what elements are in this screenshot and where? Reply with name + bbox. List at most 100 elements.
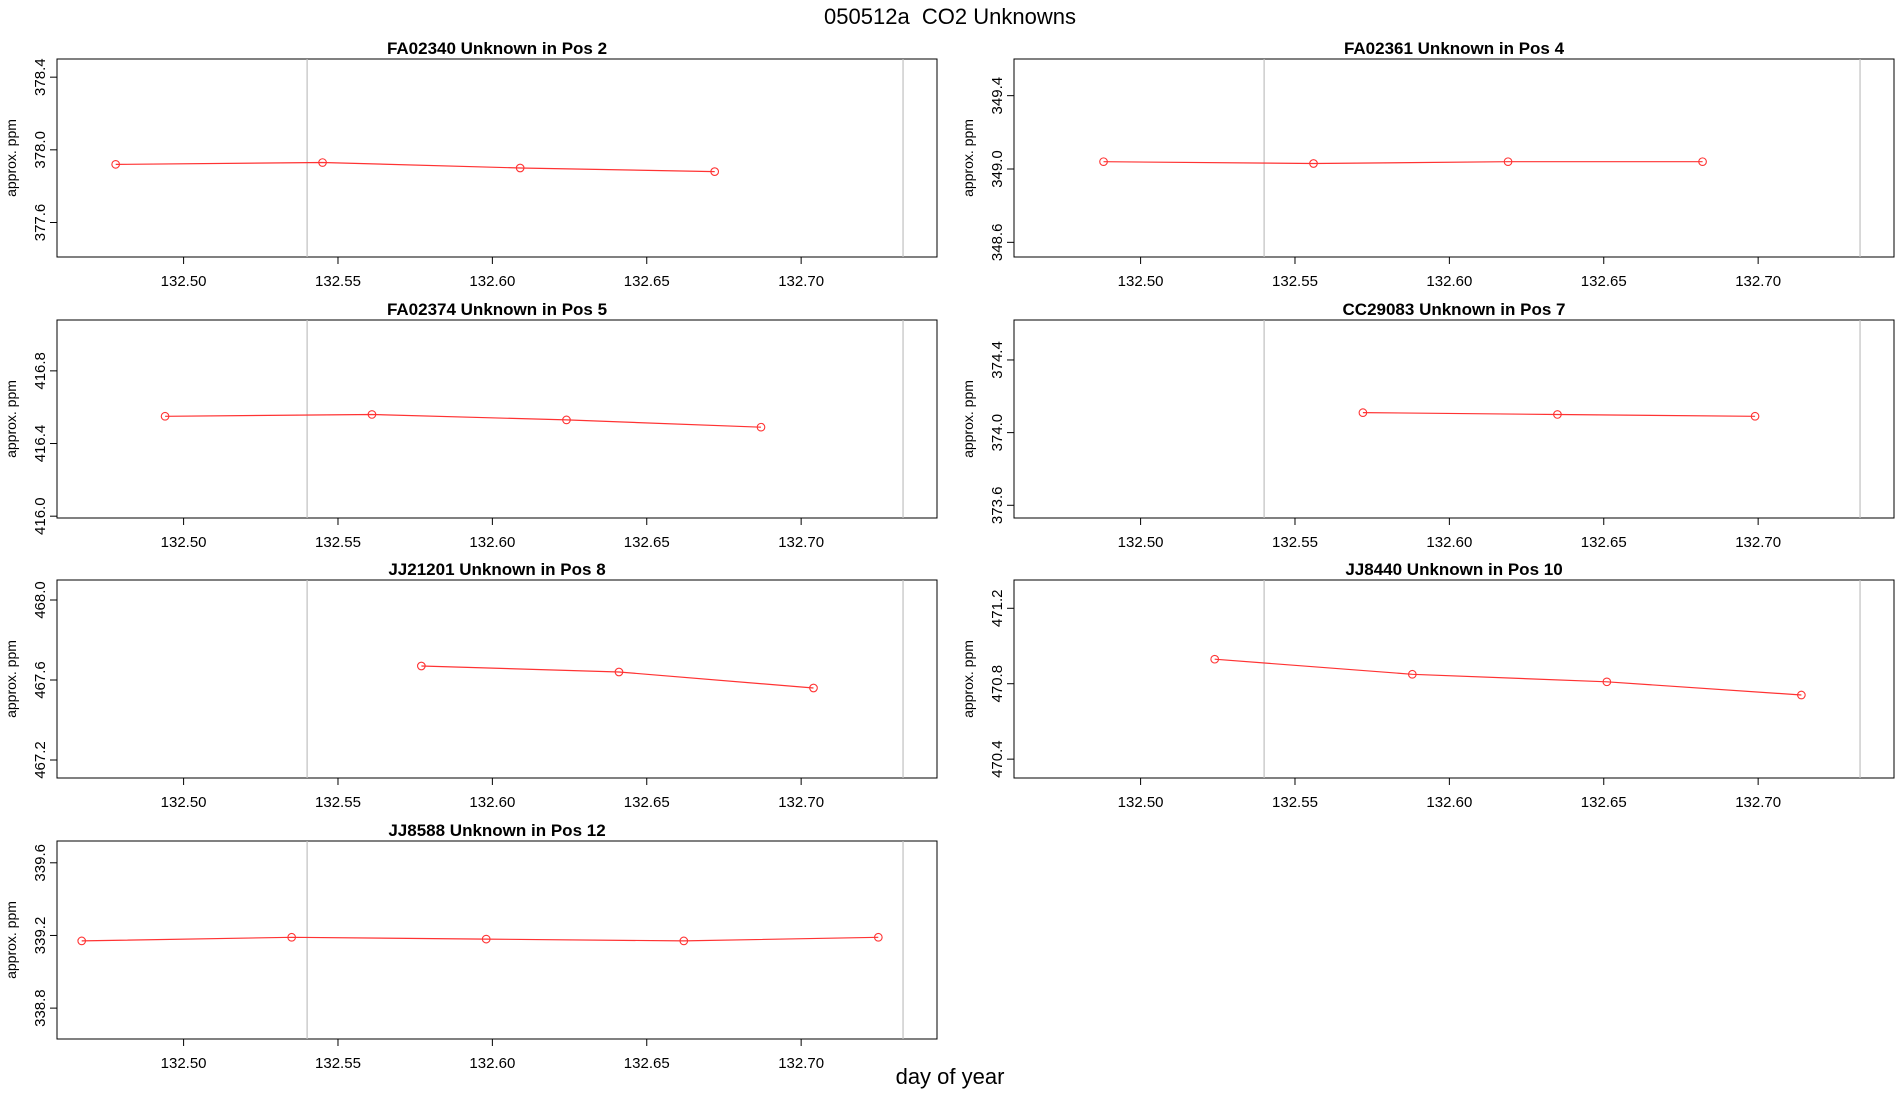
x-tick-label: 132.55 xyxy=(315,794,361,811)
y-tick-label: 373.6 xyxy=(989,487,1006,525)
panel-title: JJ8588 Unknown in Pos 12 xyxy=(388,821,605,840)
x-tick-label: 132.65 xyxy=(1581,273,1627,290)
data-point xyxy=(1210,654,1220,664)
chart-panel-6: JJ8440 Unknown in Pos 10 132.50 132.55 132.… xyxy=(960,560,1895,811)
x-tick-label: 132.60 xyxy=(469,1055,515,1072)
series-line xyxy=(165,413,762,428)
x-tick-label: 132.70 xyxy=(778,1055,824,1072)
y-tick-label: 468.0 xyxy=(32,581,49,619)
y-axis-label: approx. ppm xyxy=(3,119,19,197)
plot-frame xyxy=(56,840,938,1040)
y-tick-label: 416.8 xyxy=(32,352,49,390)
data-point xyxy=(1407,669,1417,679)
y-tick-label: 416.0 xyxy=(32,497,49,535)
x-tick-label: 132.55 xyxy=(1272,273,1318,290)
y-tick-label: 378.4 xyxy=(32,58,49,96)
y-axis-label: approx. ppm xyxy=(960,640,976,718)
x-tick-label: 132.70 xyxy=(1735,273,1781,290)
data-point xyxy=(679,936,689,946)
panel-title: JJ8440 Unknown in Pos 10 xyxy=(1345,560,1562,579)
plot-frame xyxy=(56,579,938,779)
data-point xyxy=(417,661,426,671)
y-tick-label: 467.6 xyxy=(32,661,49,699)
series-line xyxy=(1214,658,1802,696)
x-tick-label: 132.65 xyxy=(624,273,670,290)
x-tick-label: 132.65 xyxy=(1581,534,1627,551)
data-point xyxy=(562,415,571,425)
data-point xyxy=(1503,157,1513,167)
data-point xyxy=(756,422,766,432)
y-tick-label: 467.2 xyxy=(32,741,49,779)
data-point xyxy=(287,932,297,942)
chart-panel-4: CC29083 Unknown in Pos 7 132.50 132.55 132.… xyxy=(960,300,1895,551)
data-point xyxy=(367,410,377,419)
series-line xyxy=(421,665,814,689)
data-point xyxy=(710,167,720,176)
chart-panel-1: FA02340 Unknown in Pos 2 132.50 132.55 132.… xyxy=(3,39,938,290)
data-point xyxy=(77,936,87,946)
y-tick-label: 471.2 xyxy=(989,590,1006,628)
data-point xyxy=(1698,157,1707,167)
main-title: 050512a CO2 Unknowns xyxy=(824,4,1076,29)
x-tick-label: 132.50 xyxy=(1118,534,1164,551)
x-tick-label: 132.70 xyxy=(1735,534,1781,551)
panel-title: JJ21201 Unknown in Pos 8 xyxy=(388,560,605,579)
data-point xyxy=(873,932,883,942)
data-point xyxy=(1358,408,1368,417)
y-tick-label: 349.0 xyxy=(989,150,1006,188)
x-tick-label: 132.65 xyxy=(624,794,670,811)
x-tick-label: 132.70 xyxy=(1735,794,1781,811)
y-tick-label: 374.4 xyxy=(989,341,1006,379)
series-line xyxy=(1362,412,1756,417)
y-tick-label: 374.0 xyxy=(989,414,1006,452)
y-tick-label: 349.4 xyxy=(989,77,1006,115)
series-line xyxy=(115,161,715,173)
data-point xyxy=(318,158,327,167)
y-tick-label: 470.4 xyxy=(989,740,1006,778)
data-point xyxy=(1309,159,1318,168)
x-axis-label: day of year xyxy=(895,1064,1005,1089)
data-point xyxy=(1750,411,1760,421)
x-tick-label: 132.55 xyxy=(1272,794,1318,811)
y-axis-label: approx. ppm xyxy=(960,119,976,197)
x-tick-label: 132.50 xyxy=(1118,794,1164,811)
y-tick-label: 416.4 xyxy=(32,425,49,463)
plot-frame xyxy=(56,58,938,258)
plot-frame xyxy=(1013,579,1895,779)
y-axis-label: approx. ppm xyxy=(3,901,19,979)
data-point xyxy=(809,683,818,693)
panel-title: CC29083 Unknown in Pos 7 xyxy=(1343,300,1566,319)
chart-panel-2: FA02361 Unknown in Pos 4 132.50 132.55 132.… xyxy=(960,39,1895,290)
y-axis-label: approx. ppm xyxy=(3,640,19,718)
x-tick-label: 132.50 xyxy=(1118,273,1164,290)
y-tick-label: 348.6 xyxy=(989,224,1006,262)
chart-panel-5: JJ21201 Unknown in Pos 8 132.50 132.55 132.… xyxy=(3,560,938,811)
panel-title: FA02340 Unknown in Pos 2 xyxy=(387,39,607,58)
x-tick-label: 132.70 xyxy=(778,273,824,290)
x-tick-label: 132.55 xyxy=(315,534,361,551)
y-tick-label: 339.6 xyxy=(32,844,49,882)
x-tick-label: 132.55 xyxy=(1272,534,1318,551)
x-tick-label: 132.50 xyxy=(161,273,207,290)
x-tick-label: 132.65 xyxy=(624,534,670,551)
x-tick-label: 132.60 xyxy=(469,534,515,551)
data-point xyxy=(160,411,170,421)
panel-title: FA02361 Unknown in Pos 4 xyxy=(1344,39,1565,58)
x-tick-label: 132.50 xyxy=(161,534,207,551)
y-axis-label: approx. ppm xyxy=(960,380,976,458)
data-point xyxy=(1602,677,1612,687)
x-tick-label: 132.65 xyxy=(1581,794,1627,811)
x-tick-label: 132.60 xyxy=(469,273,515,290)
plot-frame xyxy=(1013,319,1895,519)
y-tick-label: 470.8 xyxy=(989,665,1006,703)
data-point xyxy=(111,160,121,169)
x-tick-label: 132.70 xyxy=(778,534,824,551)
y-tick-label: 339.2 xyxy=(32,917,49,955)
y-tick-label: 377.6 xyxy=(32,204,49,242)
chart-panel-3: FA02374 Unknown in Pos 5 132.50 132.55 132.… xyxy=(3,300,938,551)
x-tick-label: 132.50 xyxy=(161,1055,207,1072)
y-tick-label: 378.0 xyxy=(32,131,49,169)
data-point xyxy=(614,667,624,677)
x-tick-label: 132.60 xyxy=(1426,534,1472,551)
